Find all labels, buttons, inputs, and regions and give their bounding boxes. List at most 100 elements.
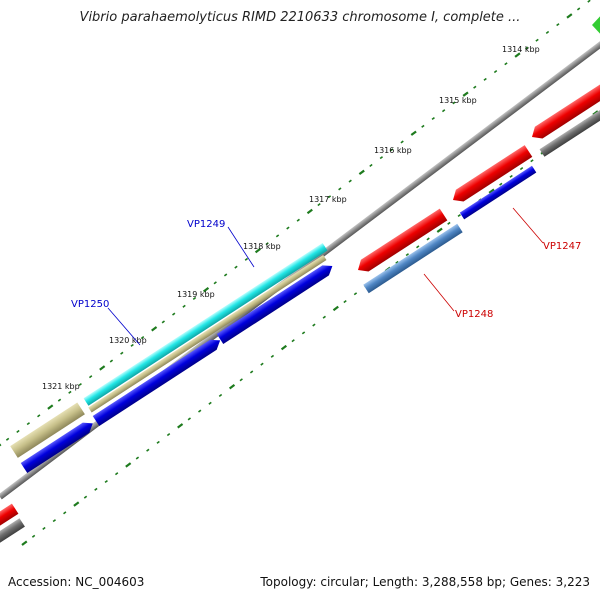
gene-cyan-vp1249[interactable] bbox=[83, 243, 328, 406]
inner-tick bbox=[104, 479, 108, 484]
inner-tick bbox=[135, 456, 140, 460]
tick-label-1319: 1319 kbp bbox=[177, 290, 215, 299]
inner-tick bbox=[436, 227, 443, 233]
outer-tick bbox=[254, 247, 262, 254]
tick-label-1316: 1316 kbp bbox=[374, 146, 412, 155]
outer-tick bbox=[47, 404, 54, 410]
inner-tick bbox=[280, 344, 288, 351]
gene-blue-vp1250-left[interactable] bbox=[20, 418, 96, 474]
gene-red-2[interactable] bbox=[449, 145, 533, 206]
gene-red-vp1247[interactable] bbox=[354, 208, 448, 276]
outer-tick bbox=[306, 208, 313, 215]
tick-label-1314: 1314 kbp bbox=[502, 45, 540, 54]
outer-tick bbox=[37, 414, 41, 418]
outer-tick bbox=[5, 437, 10, 441]
inner-tick bbox=[83, 495, 88, 499]
inner-tick bbox=[530, 159, 534, 163]
gene-steel-vp1248[interactable] bbox=[363, 223, 463, 294]
inner-tick-track bbox=[21, 110, 599, 546]
outer-tick bbox=[421, 124, 425, 128]
inner-tick bbox=[426, 237, 430, 241]
outer-tick bbox=[410, 130, 417, 136]
outer-tick bbox=[296, 218, 300, 222]
leader-vp1250 bbox=[107, 307, 141, 346]
gene-red-bottom-left[interactable] bbox=[0, 503, 19, 531]
inner-tick bbox=[42, 526, 46, 530]
green-marker[interactable] bbox=[592, 12, 600, 38]
inner-tick bbox=[187, 417, 191, 421]
gene-blue-vp1250[interactable] bbox=[92, 335, 224, 427]
inner-tick bbox=[208, 401, 212, 405]
outer-tick bbox=[275, 234, 280, 238]
gene-khaki-upper[interactable] bbox=[88, 254, 327, 413]
inner-tick bbox=[156, 440, 160, 444]
accession-label: Accession: NC_004603 bbox=[8, 575, 145, 589]
inner-tick bbox=[353, 292, 358, 296]
outer-tick bbox=[202, 287, 210, 293]
inner-tick bbox=[249, 370, 254, 374]
outer-tick bbox=[441, 109, 446, 113]
gene-red-3[interactable] bbox=[528, 82, 600, 143]
inner-tick bbox=[228, 384, 236, 390]
inner-tick bbox=[405, 253, 410, 257]
inner-tick bbox=[166, 433, 171, 437]
gene-gray-bottom-left[interactable] bbox=[0, 518, 25, 547]
outer-tick bbox=[99, 365, 106, 371]
gene-label-vp1248[interactable]: VP1248 bbox=[455, 309, 493, 320]
tick-label-1321: 1321 kbp bbox=[42, 382, 80, 391]
inner-tick bbox=[332, 305, 339, 312]
outer-tick bbox=[234, 265, 238, 269]
outer-tick bbox=[161, 320, 165, 324]
outer-tick bbox=[504, 62, 508, 66]
outer-tick bbox=[68, 390, 72, 394]
outer-tick bbox=[286, 226, 290, 230]
outer-tick bbox=[556, 23, 560, 27]
outer-tick bbox=[192, 296, 197, 300]
outer-tick bbox=[223, 273, 228, 277]
outer-tick bbox=[431, 116, 435, 121]
outer-tick bbox=[26, 422, 31, 426]
outer-tick bbox=[338, 187, 342, 191]
outer-tick bbox=[213, 281, 217, 285]
inner-tick bbox=[31, 534, 36, 538]
inner-tick bbox=[198, 409, 202, 413]
inner-tick bbox=[509, 174, 513, 178]
outer-tick bbox=[182, 304, 186, 308]
outer-tick bbox=[88, 375, 93, 379]
inner-tick bbox=[291, 339, 295, 343]
gene-khaki-left[interactable] bbox=[10, 402, 85, 458]
inner-tick bbox=[94, 487, 98, 491]
outer-tick bbox=[130, 343, 134, 347]
gene-blue-lower-right[interactable] bbox=[459, 165, 537, 220]
outer-tick bbox=[525, 46, 529, 50]
outer-tick bbox=[587, 0, 591, 3]
inner-tick bbox=[447, 221, 451, 225]
outer-tick bbox=[493, 70, 498, 74]
outer-tick bbox=[57, 398, 62, 402]
gene-blue-upper[interactable] bbox=[216, 261, 336, 345]
inner-tick bbox=[322, 315, 326, 319]
tick-label-1315: 1315 kbp bbox=[439, 96, 477, 105]
gene-label-vp1247[interactable]: VP1247 bbox=[543, 241, 581, 252]
inner-tick bbox=[499, 182, 503, 186]
outer-tick bbox=[78, 382, 82, 387]
outer-tick bbox=[120, 351, 124, 355]
outer-tick bbox=[265, 242, 269, 246]
inner-tick bbox=[177, 423, 184, 429]
inner-tick bbox=[125, 462, 132, 468]
outer-tick bbox=[535, 38, 539, 42]
gene-gray-right[interactable] bbox=[539, 105, 600, 157]
outer-tick bbox=[514, 52, 521, 58]
inner-tick bbox=[146, 448, 150, 452]
gene-label-vp1249[interactable]: VP1249 bbox=[187, 219, 225, 230]
inner-tick bbox=[114, 472, 119, 476]
outer-tick bbox=[348, 179, 352, 183]
inner-tick bbox=[395, 260, 399, 264]
gene-label-vp1250[interactable]: VP1250 bbox=[71, 299, 109, 310]
inner-tick bbox=[519, 167, 524, 171]
outer-tick bbox=[462, 91, 469, 97]
inner-tick bbox=[488, 188, 495, 194]
outer-tick bbox=[317, 203, 321, 207]
map-title: Vibrio parahaemolyticus RIMD 2210633 chr… bbox=[79, 10, 521, 25]
